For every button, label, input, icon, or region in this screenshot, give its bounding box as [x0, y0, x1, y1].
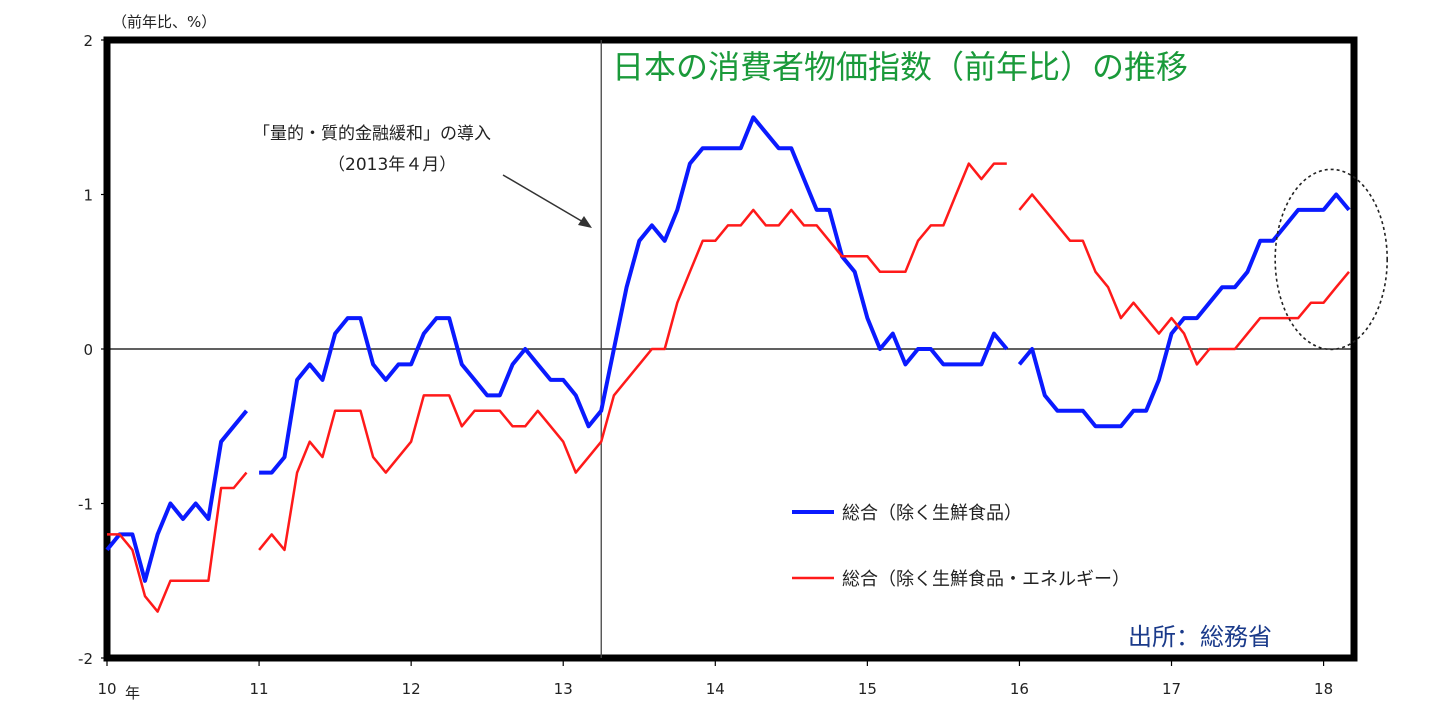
legend-label-core: 総合（除く生鮮食品）: [842, 503, 1022, 524]
series-1: [107, 162, 1350, 613]
y-tick-label: 1: [83, 187, 93, 205]
series-0-line-segment-2: [1017, 192, 1351, 429]
x-tick-label: 13: [554, 680, 573, 698]
y-tick-label: 2: [83, 32, 93, 50]
y-tick-label: 0: [83, 341, 93, 359]
x-tick-label: 12: [402, 680, 421, 698]
source-label: 出所：総務省: [1128, 623, 1272, 651]
x-tick-label: 10: [97, 680, 116, 698]
annotation-line-1: 「量的・質的金融緩和」の導入: [253, 124, 491, 144]
series-0: [105, 115, 1351, 583]
x-tick-label: 18: [1314, 680, 1333, 698]
series-0-line-segment-1: [259, 115, 1009, 475]
annotation-line-2: （2013年４月）: [328, 155, 456, 175]
x-tick-label: 16: [1010, 680, 1029, 698]
x-tick-label: 14: [706, 680, 725, 698]
highlight-ellipse: [1274, 168, 1388, 351]
x-tick-label: 11: [250, 680, 269, 698]
x-tick-label: 15: [858, 680, 877, 698]
series-1-line-segment-2: [1018, 193, 1350, 366]
series-1-line-segment-1: [258, 162, 1007, 552]
x-unit-label: 年: [125, 684, 140, 702]
chart-title: 日本の消費者物価指数（前年比）の推移: [612, 48, 1188, 86]
unit-label: （前年比、%）: [112, 13, 216, 31]
y-tick-label: -2: [78, 650, 93, 668]
annotation-arrow: [502, 174, 592, 228]
series-1-line-segment-0: [107, 471, 248, 613]
x-tick-label: 17: [1162, 680, 1181, 698]
legend-label-core-core: 総合（除く生鮮食品・エネルギー）: [842, 569, 1130, 590]
series-0-line-segment-0: [105, 409, 249, 583]
y-tick-label: -1: [78, 496, 93, 514]
legend: 総合（除く生鮮食品） 総合（除く生鮮食品・エネルギー）: [792, 503, 1130, 590]
